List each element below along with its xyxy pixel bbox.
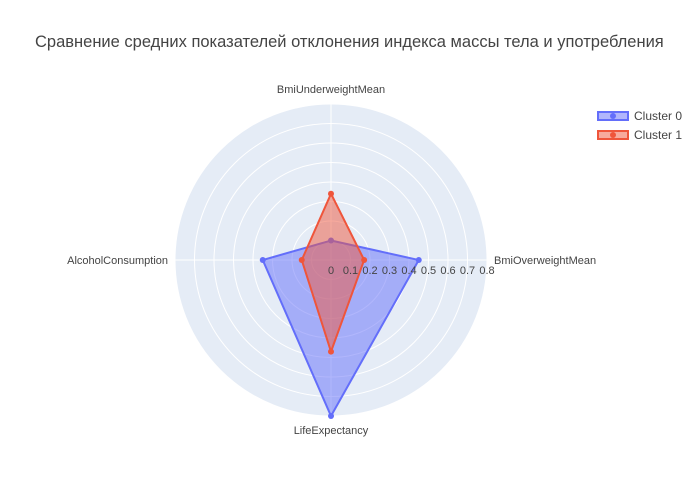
data-point[interactable] <box>415 257 422 263</box>
data-point[interactable] <box>328 190 334 197</box>
legend-swatch-marker <box>610 112 616 119</box>
angular-axis-label: BmiUnderweightMean <box>277 84 385 96</box>
data-point[interactable] <box>328 413 334 419</box>
legend: Cluster 0 Cluster 1 <box>597 106 682 144</box>
radial-tick-label: 0.4 <box>401 265 416 277</box>
radial-tick-label: 0 <box>328 265 334 277</box>
legend-label-cluster-1: Cluster 1 <box>634 127 683 142</box>
radial-tick-label: 0.6 <box>440 265 455 277</box>
angular-axis-label: LifeExpectancy <box>294 425 369 437</box>
series-0 <box>259 237 422 419</box>
legend-swatch-cluster-0 <box>597 110 629 121</box>
angular-axis-label: AlcoholConsumption <box>67 255 168 267</box>
chart-title: Сравнение средних показателей отклонения… <box>35 33 664 51</box>
series-layer <box>259 190 422 419</box>
radial-tick-label: 0.5 <box>421 265 436 277</box>
radial-tick-label: 0.1 <box>343 265 358 277</box>
radial-tick-label: 0.8 <box>479 265 494 277</box>
data-point[interactable] <box>259 257 266 263</box>
radial-ticks: 0 0.1 0.2 0.3 0.4 0.5 0.6 0.7 0.8 <box>328 265 495 277</box>
data-point[interactable] <box>298 257 305 263</box>
series-1 <box>298 190 368 355</box>
angular-labels: BmiUnderweightMean BmiOverweightMean LifeE… <box>67 84 596 437</box>
legend-item-cluster-1[interactable]: Cluster 1 <box>597 125 682 144</box>
legend-swatch-cluster-1 <box>597 129 629 140</box>
legend-label-cluster-0: Cluster 0 <box>634 108 683 123</box>
data-point[interactable] <box>328 348 334 355</box>
radial-tick-label: 0.2 <box>362 265 377 277</box>
radial-tick-label: 0.7 <box>460 265 475 277</box>
data-point[interactable] <box>361 257 368 263</box>
radial-tick-label: 0.3 <box>382 265 397 277</box>
angular-axis-label: BmiOverweightMean <box>494 255 596 267</box>
legend-swatch-marker <box>610 131 616 138</box>
legend-item-cluster-0[interactable]: Cluster 0 <box>597 106 682 125</box>
